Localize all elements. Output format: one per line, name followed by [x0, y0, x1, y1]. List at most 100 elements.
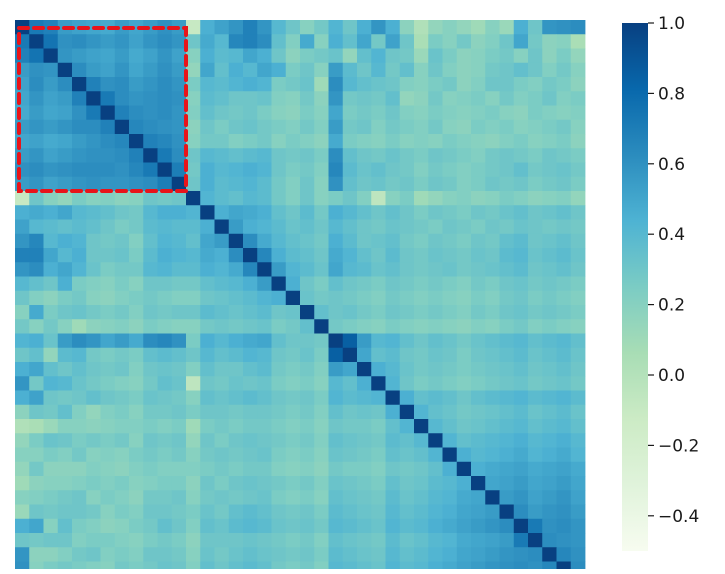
heatmap-cell [243, 233, 258, 249]
heatmap-cell [471, 119, 486, 135]
heatmap-cell [485, 262, 500, 277]
heatmap-cell [271, 233, 287, 249]
heatmap-cell [43, 390, 59, 406]
heatmap-cell [100, 419, 116, 434]
heatmap-cell [200, 447, 215, 463]
heatmap-cell [257, 490, 272, 505]
heatmap-cell [129, 390, 144, 406]
heatmap-cell [428, 290, 443, 306]
heatmap-cell [556, 48, 572, 64]
heatmap-cell [285, 461, 301, 477]
heatmap-cell [72, 447, 87, 463]
heatmap-cell [342, 162, 358, 178]
heatmap-cell [570, 476, 586, 491]
heatmap-cell [556, 461, 572, 477]
heatmap-cell [243, 333, 258, 349]
heatmap-cell [499, 262, 515, 277]
heatmap-cell [114, 362, 130, 377]
heatmap-cell [214, 518, 230, 534]
heatmap-cell [243, 447, 258, 463]
heatmap-cell [285, 134, 301, 149]
heatmap-cell [29, 547, 44, 562]
heatmap-cell [499, 219, 515, 235]
heatmap-cell [556, 162, 572, 178]
heatmap-cell [186, 376, 201, 391]
heatmap-cell [100, 262, 116, 277]
heatmap-cell [243, 290, 258, 306]
heatmap-cell [328, 518, 344, 534]
heatmap-cell [414, 547, 429, 562]
heatmap-cell [285, 119, 301, 135]
heatmap-cell [528, 219, 543, 235]
heatmap-cell [542, 119, 557, 135]
heatmap-cell [570, 362, 586, 377]
heatmap-cell [57, 276, 73, 292]
heatmap-cell [471, 533, 486, 548]
heatmap-cell [228, 105, 244, 121]
heatmap-cell [542, 419, 557, 434]
heatmap-cell [243, 162, 258, 178]
heatmap-cell [499, 305, 515, 320]
heatmap-cell [114, 105, 130, 121]
heatmap-cell [271, 219, 287, 235]
heatmap-cell [513, 319, 529, 334]
heatmap-cell [200, 333, 215, 349]
heatmap-cell [29, 91, 44, 106]
heatmap-cell [342, 504, 358, 520]
heatmap-cell [86, 233, 101, 249]
heatmap-cell [542, 504, 557, 520]
heatmap-cell [43, 404, 59, 420]
heatmap-cell [570, 447, 586, 463]
heatmap-cell [114, 290, 130, 306]
heatmap-cell [371, 533, 386, 548]
heatmap-cell [29, 48, 44, 64]
heatmap-cell [499, 276, 515, 292]
heatmap-cell [485, 34, 500, 49]
heatmap-cell [471, 433, 486, 448]
heatmap-cell [228, 319, 244, 334]
heatmap-cell [186, 233, 201, 249]
heatmap-cell [72, 162, 87, 178]
heatmap-cell [471, 205, 486, 220]
heatmap-cell [428, 219, 443, 235]
heatmap-cell [257, 62, 272, 78]
heatmap-cell [342, 91, 358, 106]
heatmap-cell [271, 447, 287, 463]
heatmap-cell [72, 176, 87, 192]
heatmap-cell [171, 219, 187, 235]
heatmap-cell [43, 461, 59, 477]
heatmap-cell [228, 561, 244, 574]
heatmap-cell [442, 205, 458, 220]
heatmap-cell [428, 119, 443, 135]
heatmap-cell [29, 461, 44, 477]
heatmap-cell [243, 319, 258, 334]
heatmap-cell [442, 148, 458, 163]
heatmap-cell [29, 119, 44, 135]
heatmap-cell [314, 547, 329, 562]
heatmap-cell [385, 48, 401, 64]
heatmap-cell [513, 262, 529, 277]
heatmap-cell [15, 504, 30, 520]
heatmap-cell [371, 119, 386, 135]
heatmap-cell [171, 34, 187, 49]
heatmap-cell [200, 119, 215, 135]
heatmap-cell [357, 376, 372, 391]
heatmap-cell [114, 561, 130, 574]
heatmap-cell [556, 305, 572, 320]
heatmap-cell [371, 34, 386, 49]
heatmap-cell [15, 390, 30, 406]
heatmap-cell [129, 77, 144, 92]
heatmap-cell [285, 490, 301, 505]
heatmap-cell [72, 62, 87, 78]
heatmap-cell [29, 276, 44, 292]
heatmap-cell [456, 533, 472, 548]
heatmap-cell [328, 148, 344, 163]
heatmap-cell [129, 276, 144, 292]
heatmap-cell [399, 433, 415, 448]
heatmap-cell [200, 48, 215, 64]
heatmap-cell [157, 119, 173, 135]
heatmap-cell [513, 119, 529, 135]
heatmap-cell [86, 48, 101, 64]
heatmap-cell [243, 533, 258, 548]
heatmap-cell [442, 219, 458, 235]
